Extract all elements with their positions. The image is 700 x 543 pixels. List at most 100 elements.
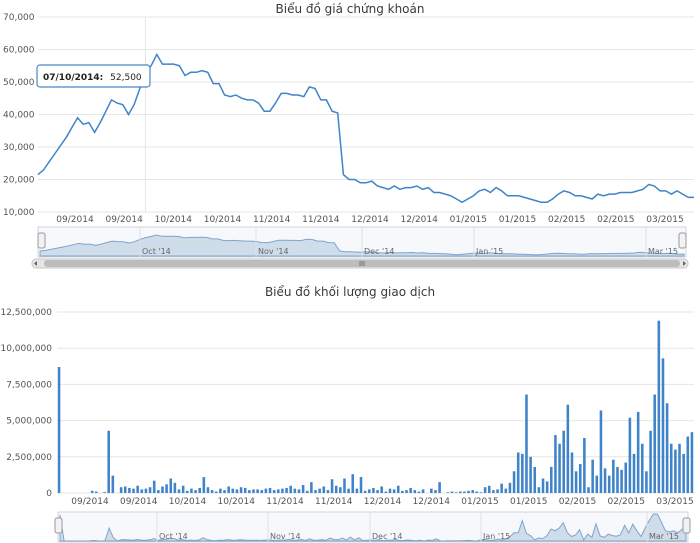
price-navigator-right-handle[interactable] xyxy=(678,232,687,249)
volume-x-tick: 09/2014 xyxy=(120,497,158,507)
volume-bar xyxy=(248,490,251,493)
volume-x-tick: 12/2014 xyxy=(413,497,451,507)
volume-bar xyxy=(165,484,168,493)
price-tooltip-value: 52,500 xyxy=(110,73,142,83)
volume-bar xyxy=(434,490,437,493)
volume-bar xyxy=(475,491,479,493)
volume-navigator-right-handle[interactable] xyxy=(682,517,691,534)
volume-bar xyxy=(537,487,541,493)
price-chart-title: Biểu đồ giá chứng khoán xyxy=(276,2,425,16)
volume-bar xyxy=(649,430,652,493)
volume-bar xyxy=(438,482,441,493)
volume-x-tick: 03/2015 xyxy=(656,497,693,507)
volume-x-tick: 12/2014 xyxy=(364,497,402,507)
volume-bar xyxy=(653,394,656,493)
volume-bar xyxy=(624,462,628,493)
volume-bar xyxy=(591,459,594,493)
volume-bar xyxy=(471,490,474,493)
price-x-tick: 09/2014 xyxy=(105,215,143,225)
volume-bar xyxy=(305,490,309,493)
volume-bar xyxy=(587,487,590,493)
volume-bar xyxy=(293,488,297,493)
volume-bar xyxy=(136,485,139,493)
volume-bar xyxy=(409,487,412,493)
volume-x-tick: 01/2015 xyxy=(461,497,498,507)
volume-bar xyxy=(533,466,537,493)
price-y-ticks: 10,000 20,000 30,000 40,000 50,000 60,000 70,0… xyxy=(3,13,35,218)
volume-bar xyxy=(686,436,690,493)
volume-bar xyxy=(322,486,326,493)
price-navigator-left-handle[interactable] xyxy=(37,232,46,249)
volume-bar xyxy=(446,492,450,493)
volume-bar xyxy=(202,477,206,493)
volume-bar xyxy=(219,488,222,493)
volume-bar xyxy=(186,490,189,493)
volume-bar xyxy=(223,490,226,493)
volume-bar xyxy=(467,490,470,493)
volume-navigator-label: Jan '15 xyxy=(482,532,510,541)
volume-bar xyxy=(119,487,123,493)
volume-bar xyxy=(612,459,615,493)
price-navigator-label: Jan '15 xyxy=(475,247,503,256)
volume-bar xyxy=(363,490,367,493)
volume-navigator-label: Mar '15 xyxy=(649,532,679,541)
volume-bar xyxy=(231,488,235,493)
price-x-tick: 12/2014 xyxy=(351,215,389,225)
volume-bar xyxy=(111,475,115,493)
volume-navigator[interactable]: Oct '14 Nov '14 Dec '14 Jan '15 Mar '15 xyxy=(54,511,691,543)
volume-bar xyxy=(479,492,483,493)
volume-bar xyxy=(512,471,516,493)
volume-bar xyxy=(392,489,396,493)
volume-bar xyxy=(157,490,160,493)
volume-bar xyxy=(144,488,148,493)
volume-bar xyxy=(380,486,383,493)
volume-bar xyxy=(334,485,338,493)
volume-bar xyxy=(603,468,607,493)
price-x-tick: 01/2015 xyxy=(499,215,536,225)
volume-bar xyxy=(326,490,330,493)
volume-bar xyxy=(310,482,313,493)
volume-bar xyxy=(351,474,355,493)
volume-bar xyxy=(616,466,619,493)
volume-bar xyxy=(169,478,173,493)
volume-bar xyxy=(413,490,417,493)
volume-bar xyxy=(194,490,197,493)
volume-bar xyxy=(339,487,342,493)
volume-x-tick: 02/2015 xyxy=(559,497,596,507)
price-scroll-right-icon[interactable] xyxy=(683,261,686,266)
volume-bar xyxy=(496,489,499,493)
volume-bar xyxy=(521,453,524,493)
volume-bar xyxy=(243,487,247,493)
volume-bar xyxy=(401,490,404,493)
volume-bar xyxy=(483,487,487,493)
volume-bar xyxy=(417,491,421,493)
price-chart: Biểu đồ giá chứng khoán 10,000 20,000 30,0… xyxy=(3,2,694,225)
volume-navigator-left-handle[interactable] xyxy=(54,517,63,534)
volume-bar xyxy=(264,488,268,493)
volume-bar xyxy=(678,443,681,493)
volume-bar xyxy=(384,491,388,493)
volume-bar xyxy=(190,488,193,493)
volume-bar xyxy=(301,485,305,493)
volume-bar xyxy=(103,492,106,493)
price-navigator-label: Oct '14 xyxy=(142,247,171,256)
volume-bar xyxy=(508,482,512,493)
volume-bar xyxy=(545,481,549,493)
volume-bar xyxy=(314,490,317,493)
volume-bar xyxy=(268,487,272,493)
volume-bar xyxy=(210,490,214,493)
volume-bar xyxy=(388,488,392,493)
volume-bar xyxy=(252,489,255,493)
volume-bar xyxy=(297,489,301,493)
price-navigator[interactable]: Oct '14 Nov '14 Dec '14 Jan '15 Mar '15 xyxy=(31,226,689,269)
price-y-tick: 50,000 xyxy=(3,78,35,88)
volume-bar xyxy=(421,489,425,493)
price-scroll-left-icon[interactable] xyxy=(34,261,37,266)
volume-bar xyxy=(674,449,677,493)
price-x-tick: 03/2015 xyxy=(646,215,683,225)
volume-x-tick: 10/2014 xyxy=(169,497,207,507)
volume-bar xyxy=(107,430,110,493)
volume-bar xyxy=(206,487,210,493)
volume-y-tick: 5,000,000 xyxy=(6,417,52,427)
price-navigator-labels: Oct '14 Nov '14 Dec '14 Jan '15 Mar '15 xyxy=(139,227,678,257)
